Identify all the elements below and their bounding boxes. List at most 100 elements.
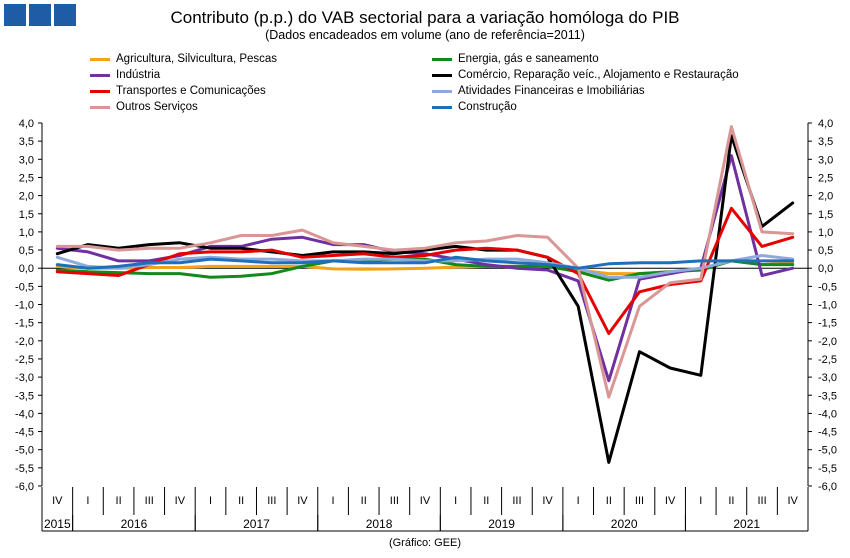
quarter-label: I — [209, 495, 212, 507]
quarter-label: II — [483, 495, 489, 507]
year-label: 2021 — [733, 517, 760, 531]
legend-label: Indústria — [116, 69, 161, 81]
legend-label: Energia, gás e saneamento — [458, 53, 599, 65]
series-line — [55, 254, 795, 279]
y-tick-label: -4,0 — [818, 408, 837, 420]
y-tick-label: -5,5 — [15, 463, 34, 475]
legend-item: Comércio, Reparação veíc., Alojamento e … — [432, 69, 739, 81]
quarter-label: IV — [542, 495, 553, 507]
chart-title: Contributo (p.p.) do VAB sectorial para … — [170, 8, 680, 27]
year-label: 2018 — [366, 517, 393, 531]
series-line — [55, 255, 795, 270]
y-tick-label: -1,5 — [15, 318, 34, 330]
legend-label: Outros Serviços — [116, 101, 198, 113]
logo-square-3 — [54, 4, 76, 26]
legend-swatch — [432, 105, 452, 109]
y-tick-label: 3,5 — [19, 136, 34, 148]
quarter-label: III — [267, 495, 276, 507]
y-tick-label: -2,0 — [15, 336, 34, 348]
legend-item: Construção — [432, 101, 517, 113]
y-tick-label: -1,0 — [15, 300, 34, 312]
quarter-label: IV — [52, 495, 63, 507]
quarter-label: III — [512, 495, 521, 507]
legend-item: Outros Serviços — [90, 101, 198, 113]
series-line — [55, 125, 795, 399]
y-tick-label: 0,0 — [818, 263, 833, 275]
y-tick-label: -0,5 — [818, 281, 837, 293]
legend-label: Construção — [458, 101, 517, 113]
quarter-label: III — [757, 495, 766, 507]
y-tick-label: -2,0 — [818, 336, 837, 348]
axes: 4,0 4,0 3,5 3,5 3,0 3,0 2,5 2,5 2,0 2,0 1,5 1,5 1,0 1… — [15, 118, 837, 493]
quarter-label: II — [238, 495, 244, 507]
quarter-label: III — [635, 495, 644, 507]
quarter-label: I — [86, 495, 89, 507]
y-tick-label: 0,5 — [19, 245, 34, 257]
quarter-label: IV — [787, 495, 798, 507]
quarter-label: I — [577, 495, 580, 507]
quarter-label: II — [606, 495, 612, 507]
quarter-label: II — [116, 495, 122, 507]
y-tick-label: -4,5 — [818, 427, 837, 439]
quarter-label: I — [332, 495, 335, 507]
series-line — [55, 154, 795, 383]
quarter-label: IV — [297, 495, 308, 507]
legend-label: Agricultura, Silvicultura, Pescas — [116, 53, 278, 65]
legend-swatch — [90, 105, 110, 109]
y-tick-label: -3,5 — [818, 390, 837, 402]
y-tick-label: -4,5 — [15, 427, 34, 439]
quarter-label: IV — [175, 495, 186, 507]
y-tick-label: -0,5 — [15, 281, 34, 293]
y-tick-label: 3,0 — [818, 154, 833, 166]
chart-source: (Gráfico: GEE) — [388, 537, 462, 549]
y-tick-label: -1,5 — [818, 318, 837, 330]
y-tick-label: 4,0 — [818, 118, 833, 130]
y-tick-label: -6,0 — [15, 481, 34, 493]
y-tick-label: -4,0 — [15, 408, 34, 420]
legend-swatch — [90, 57, 110, 61]
y-tick-label: 2,5 — [818, 172, 833, 184]
y-tick-label: -3,5 — [15, 390, 34, 402]
legend-swatch — [432, 89, 452, 93]
y-tick-label: 1,5 — [19, 209, 34, 221]
y-tick-label: 1,5 — [818, 209, 833, 221]
year-label: 2017 — [243, 517, 270, 531]
legend-swatch — [432, 73, 452, 77]
year-label: 2020 — [611, 517, 638, 531]
legend-item: Indústria — [90, 69, 160, 81]
quarter-label: II — [361, 495, 367, 507]
y-tick-label: 4,0 — [19, 118, 34, 130]
quarter-label: III — [390, 495, 399, 507]
year-label: 2015 — [44, 517, 71, 531]
y-tick-label: -2,5 — [818, 354, 837, 366]
legend-item: Transportes e Comunicações — [90, 85, 266, 97]
y-tick-label: -5,0 — [818, 445, 837, 457]
y-tick-label: -5,0 — [15, 445, 34, 457]
y-tick-label: 0,0 — [19, 263, 34, 275]
y-tick-label: 0,5 — [818, 245, 833, 257]
legend-label: Comércio, Reparação veíc., Alojamento e … — [458, 69, 739, 81]
y-tick-label: -5,5 — [818, 463, 837, 475]
legend-item: Atividades Financeiras e Imobiliárias — [432, 85, 645, 97]
legend-label: Atividades Financeiras e Imobiliárias — [458, 85, 645, 97]
gee-logo — [4, 4, 76, 26]
legend-item: Agricultura, Silvicultura, Pescas — [90, 53, 277, 65]
category-axis: IV I II III IV I II III IV I II III IV I II III IV I II III… — [41, 487, 809, 532]
year-label: 2016 — [121, 517, 148, 531]
quarter-label: III — [145, 495, 154, 507]
series-line — [55, 134, 795, 464]
chart-subtitle: (Dados encadeados em volume (ano de refe… — [265, 28, 585, 42]
year-label: 2019 — [488, 517, 515, 531]
y-tick-label: -3,0 — [818, 372, 837, 384]
quarter-label: IV — [420, 495, 431, 507]
logo-square-2 — [29, 4, 51, 26]
quarter-label: I — [454, 495, 457, 507]
quarter-label: IV — [665, 495, 676, 507]
quarter-label: I — [699, 495, 702, 507]
legend-label: Transportes e Comunicações — [116, 85, 266, 97]
y-tick-label: 2,0 — [818, 191, 833, 203]
legend-swatch — [432, 57, 452, 61]
y-tick-label: 1,0 — [19, 227, 34, 239]
legend-swatch — [90, 73, 110, 77]
logo-square-1 — [4, 4, 26, 26]
